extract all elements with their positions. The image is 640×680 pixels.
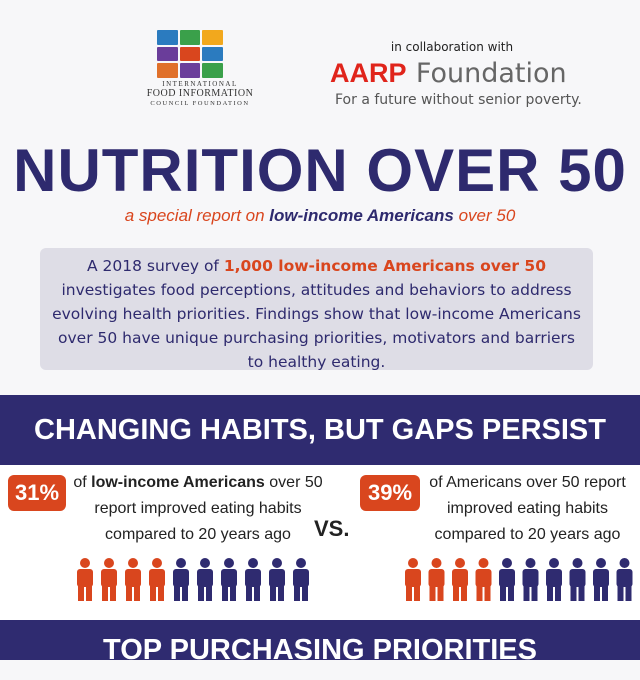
ific-line: INTERNATIONAL [162,80,238,88]
person-icon [546,558,562,601]
stat-text: of low-income Americans over 50 report i… [68,470,328,548]
intro-box: A 2018 survey of 1,000 low-income Americ… [40,248,593,371]
text: a special report on [124,206,270,225]
aarp-tagline: For a future without senior poverty. [335,92,582,108]
line: report improved eating habits [94,500,302,517]
ific-line: COUNCIL FOUNDATION [150,100,250,107]
person-icon [149,558,165,601]
person-icon [101,558,117,601]
page: {"header": { "ific": ["INTERNATIONAL", "… [0,30,640,660]
text: investigates food perceptions, attitudes… [52,281,581,371]
emphasis: 1,000 low-income Americans over 50 [223,257,547,275]
text: A 2018 survey of [86,257,224,275]
person-icon [522,558,539,601]
aarp-name: Foundation [415,58,567,89]
person-icon [197,558,213,601]
emphasis: low-income Americans [91,474,265,491]
person-icon [593,558,609,601]
ific-logo [157,30,223,78]
person-icon [173,558,189,601]
person-icon [245,558,261,601]
ific-line: FOOD INFORMATION [146,88,254,99]
people-icons [77,558,633,601]
stat-badge: 39% [360,475,420,511]
text: of [73,474,92,491]
line: of Americans over 50 report [429,474,626,491]
person-icon [569,558,586,601]
collab-text: in collaboration with [390,40,514,54]
line: of low-income Americans over 50 [68,470,328,496]
line: compared to 20 years ago [434,526,621,543]
text: over 50 [453,206,516,225]
person-icon [428,558,445,601]
subtitle: a special report on low-income Americans… [0,206,640,226]
aarp-brand: AARP [330,58,407,88]
section-heading: CHANGING HABITS, BUT GAPS PERSIST [0,395,640,465]
vs-label: VS. [314,516,350,541]
aarp-logo: AARP Foundation [330,58,567,89]
person-icon [475,558,492,601]
emphasis: low-income Americans [269,206,454,225]
person-icon [125,558,141,601]
line: improved eating habits [447,500,608,517]
person-icon [499,558,515,601]
title: NUTRITION OVER 50 [13,137,627,204]
stat-text: of Americans over 50 report improved eat… [420,470,635,548]
person-icon [293,558,309,601]
text: over 50 [264,474,323,491]
line: compared to 20 years ago [105,526,291,543]
next-heading: TOP PURCHASING PRIORITIES [0,620,640,666]
person-icon [616,558,633,601]
person-icon [221,558,237,601]
stat-badge: 31% [8,475,66,511]
person-icon [452,558,468,601]
person-icon [405,558,421,601]
person-icon [269,558,285,601]
person-icon [77,558,93,601]
